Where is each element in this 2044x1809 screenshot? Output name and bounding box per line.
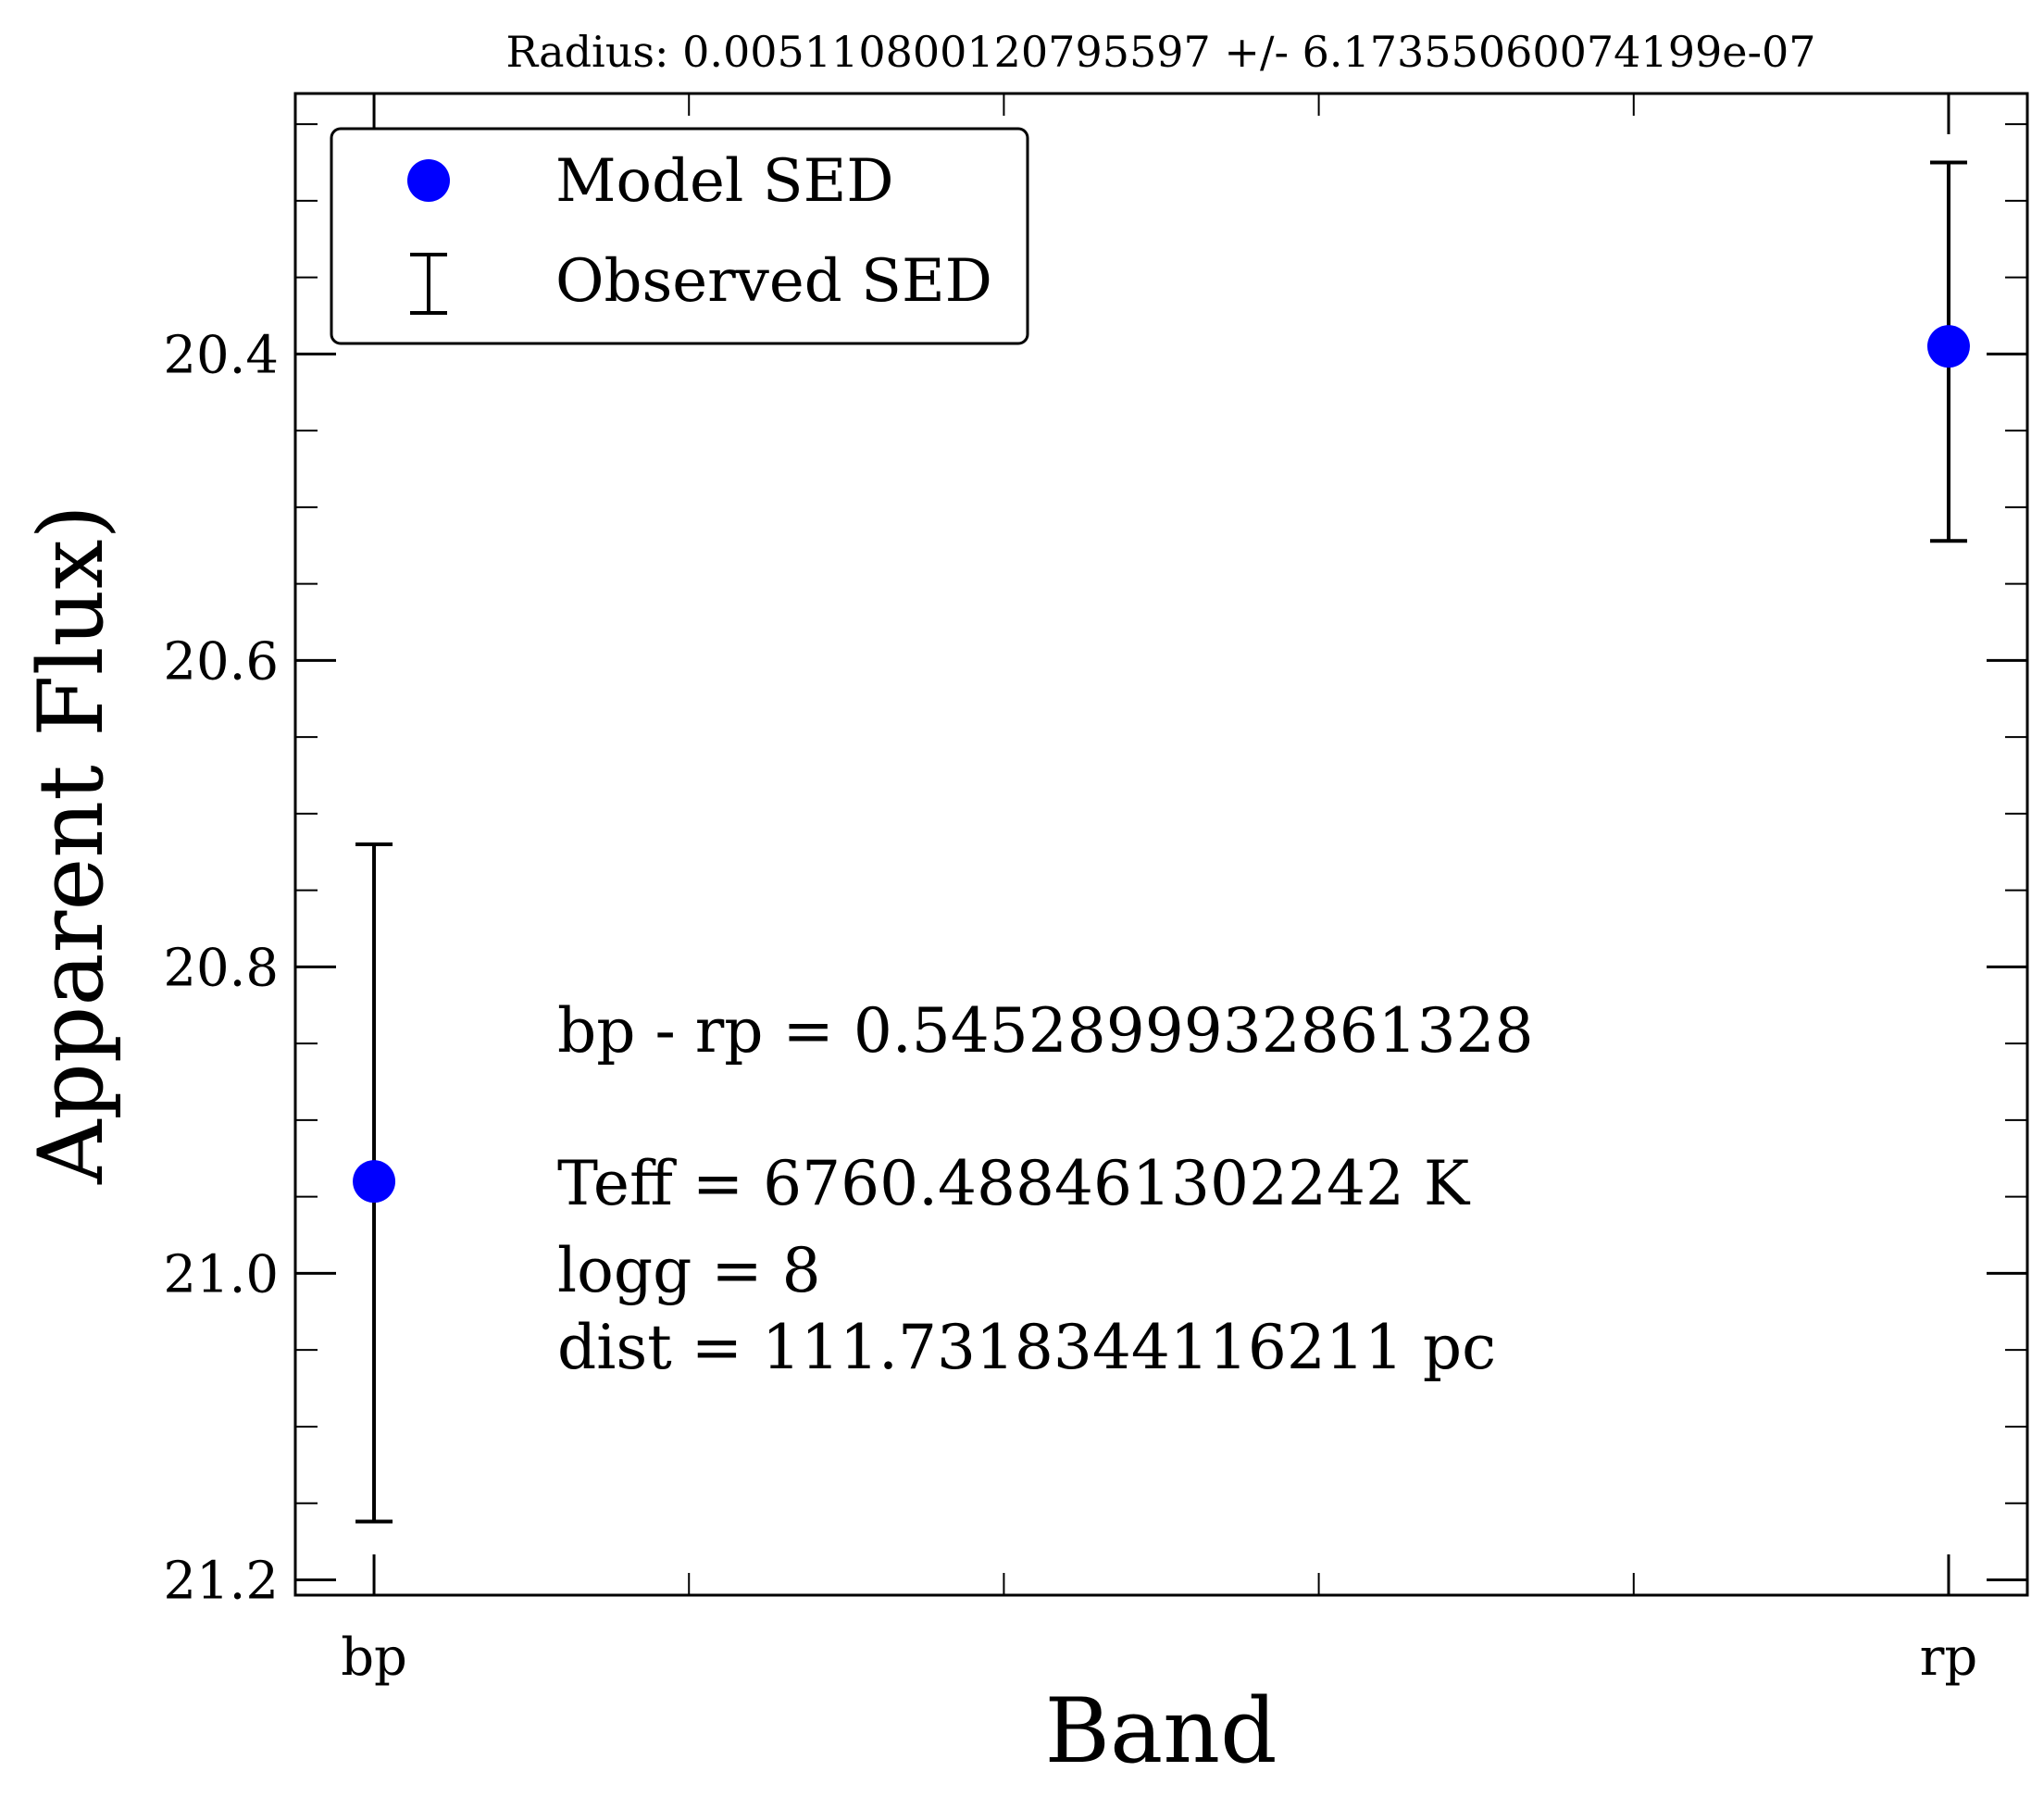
legend-label-observed-sed: Observed SED — [555, 247, 992, 316]
model-point-bp — [353, 1160, 396, 1204]
fit-annotations: bp - rp = 0.5452899932861328 Teff = 6760… — [557, 995, 1534, 1383]
plot-frame — [293, 92, 2029, 1597]
y-tick-label: 21.0 — [163, 1244, 279, 1304]
legend-marker-model-sed — [407, 159, 450, 202]
y-tick-label: 21.2 — [163, 1551, 279, 1611]
x-tick-labels: bp rp — [341, 1628, 1977, 1688]
x-axis-label: Band — [1044, 1679, 1277, 1783]
y-tick-labels: 20.4 20.6 20.8 21.0 21.2 — [163, 325, 279, 1611]
chart-title: Radius: 0.005110800120795597 +/- 6.17355… — [505, 27, 1815, 77]
annotation-color-index: bp - rp = 0.5452899932861328 — [557, 995, 1534, 1067]
x-tick-label-bp: bp — [341, 1628, 407, 1688]
model-sed-points — [353, 325, 1970, 1204]
legend-label-model-sed: Model SED — [555, 147, 894, 216]
annotation-logg: logg = 8 — [557, 1235, 821, 1306]
x-tick-label-rp: rp — [1920, 1628, 1978, 1688]
major-ticks — [295, 94, 2027, 1595]
annotation-distance: dist = 111.7318344116211 pc — [557, 1312, 1496, 1383]
minor-ticks — [295, 94, 2027, 1595]
y-tick-label: 20.8 — [163, 938, 279, 998]
y-tick-label: 20.6 — [163, 631, 279, 692]
annotation-teff: Teff = 6760.488461302242 K — [557, 1148, 1471, 1219]
y-tick-label: 20.4 — [163, 325, 279, 385]
model-point-rp — [1926, 325, 1970, 368]
legend-box — [330, 127, 1029, 345]
y-axis-label: Apparent Flux) — [19, 505, 123, 1185]
legend: Model SED Observed SED — [330, 127, 1029, 345]
